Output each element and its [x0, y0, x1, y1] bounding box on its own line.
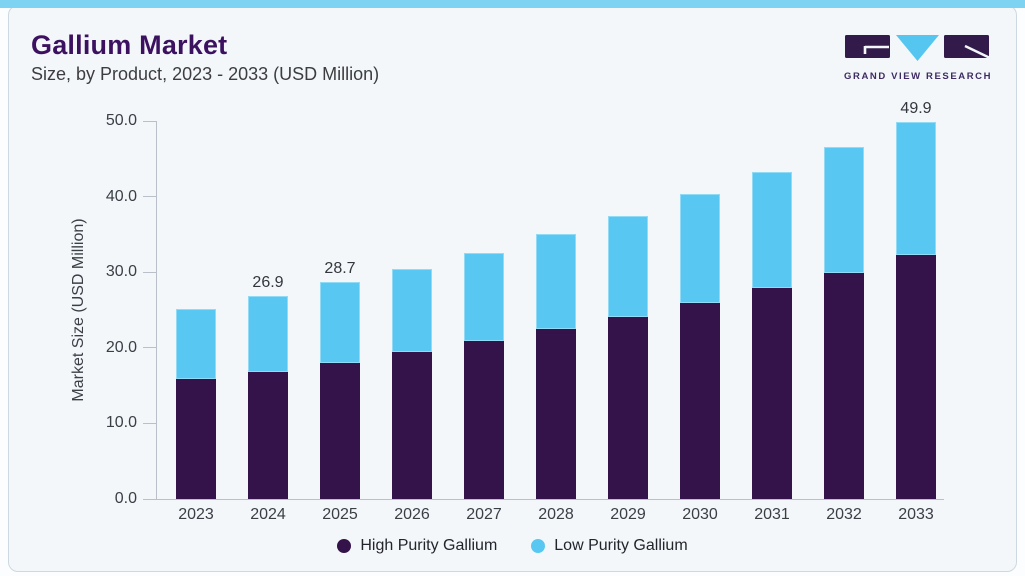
x-tick-label-2030: 2030: [682, 506, 718, 523]
x-tick-label-2025: 2025: [322, 506, 358, 523]
y-axis-line: [156, 121, 157, 499]
chart-subtitle: Size, by Product, 2023 - 2033 (USD Milli…: [31, 64, 380, 84]
x-tick-label-2033: 2033: [898, 506, 934, 523]
y-tick-label: 40.0: [105, 187, 137, 205]
bar-segment-high-purity-2024: [248, 371, 288, 499]
bar-segment-low-purity-2025: [320, 282, 360, 363]
y-tick-label: 20.0: [105, 338, 137, 356]
x-tick-label-2031: 2031: [754, 506, 790, 523]
chart-title: Gallium Market: [31, 30, 228, 60]
y-tick-mark: [143, 271, 156, 273]
bar-segment-low-purity-2031: [752, 172, 792, 289]
x-tick-label-2026: 2026: [394, 506, 430, 523]
bar-segment-high-purity-2028: [536, 328, 576, 499]
gvr-logo-icon: [845, 35, 990, 61]
legend-label-high-purity: High Purity Gallium: [360, 537, 498, 554]
y-tick-mark: [143, 196, 156, 198]
bar-total-label-2033: 49.9: [900, 99, 932, 117]
bar-segment-high-purity-2023: [176, 378, 216, 499]
x-tick-label-2024: 2024: [250, 506, 286, 523]
y-tick-label: 0.0: [114, 490, 137, 507]
x-tick-label-2032: 2032: [826, 506, 862, 523]
bar-segment-high-purity-2029: [608, 316, 648, 499]
accent-top-strip: [0, 0, 1025, 8]
x-tick-label-2023: 2023: [178, 506, 214, 523]
legend-dot-high-purity-icon: [337, 539, 352, 553]
y-tick-mark: [143, 347, 156, 349]
legend-label-low-purity: Low Purity Gallium: [554, 537, 688, 554]
bar-segment-low-purity-2029: [608, 215, 648, 317]
bar-segment-high-purity-2031: [752, 288, 792, 499]
bar-segment-high-purity-2033: [896, 254, 936, 499]
bar-segment-low-purity-2030: [680, 194, 720, 304]
x-axis-line: [143, 499, 944, 500]
grand-view-research-logo: GRAND VIEW RESEARCH: [844, 34, 993, 82]
x-tick-label-2028: 2028: [538, 506, 574, 523]
y-tick-mark: [143, 120, 156, 122]
x-tick-label-2027: 2027: [466, 506, 502, 523]
bar-segment-high-purity-2026: [392, 352, 432, 499]
bar-segment-low-purity-2028: [536, 234, 576, 329]
bar-segment-high-purity-2025: [320, 362, 360, 499]
legend-dot-low-purity-icon: [531, 539, 546, 553]
bar-segment-high-purity-2030: [680, 303, 720, 499]
bar-total-label-2025: 28.7: [324, 260, 356, 278]
x-tick-label-2029: 2029: [610, 506, 646, 523]
bar-segment-low-purity-2027: [464, 253, 504, 341]
gvr-logo-wordmark: GRAND VIEW RESEARCH: [844, 71, 993, 82]
chart-legend: High Purity Gallium Low Purity Gallium: [0, 537, 1025, 555]
bar-segment-low-purity-2026: [392, 269, 432, 353]
bar-segment-low-purity-2023: [176, 309, 216, 379]
y-tick-label: 30.0: [105, 263, 137, 281]
bar-segment-low-purity-2033: [896, 121, 936, 255]
legend-item-low-purity: Low Purity Gallium: [531, 537, 688, 555]
bar-segment-high-purity-2032: [824, 272, 864, 499]
y-tick-label: 50.0: [105, 112, 137, 129]
bar-segment-low-purity-2024: [248, 295, 288, 372]
bar-segment-high-purity-2027: [464, 340, 504, 499]
bar-segment-low-purity-2032: [824, 147, 864, 273]
legend-item-high-purity: High Purity Gallium: [337, 537, 497, 555]
y-tick-mark: [143, 422, 156, 424]
bar-total-label-2024: 26.9: [252, 273, 284, 291]
y-tick-label: 10.0: [105, 414, 137, 432]
